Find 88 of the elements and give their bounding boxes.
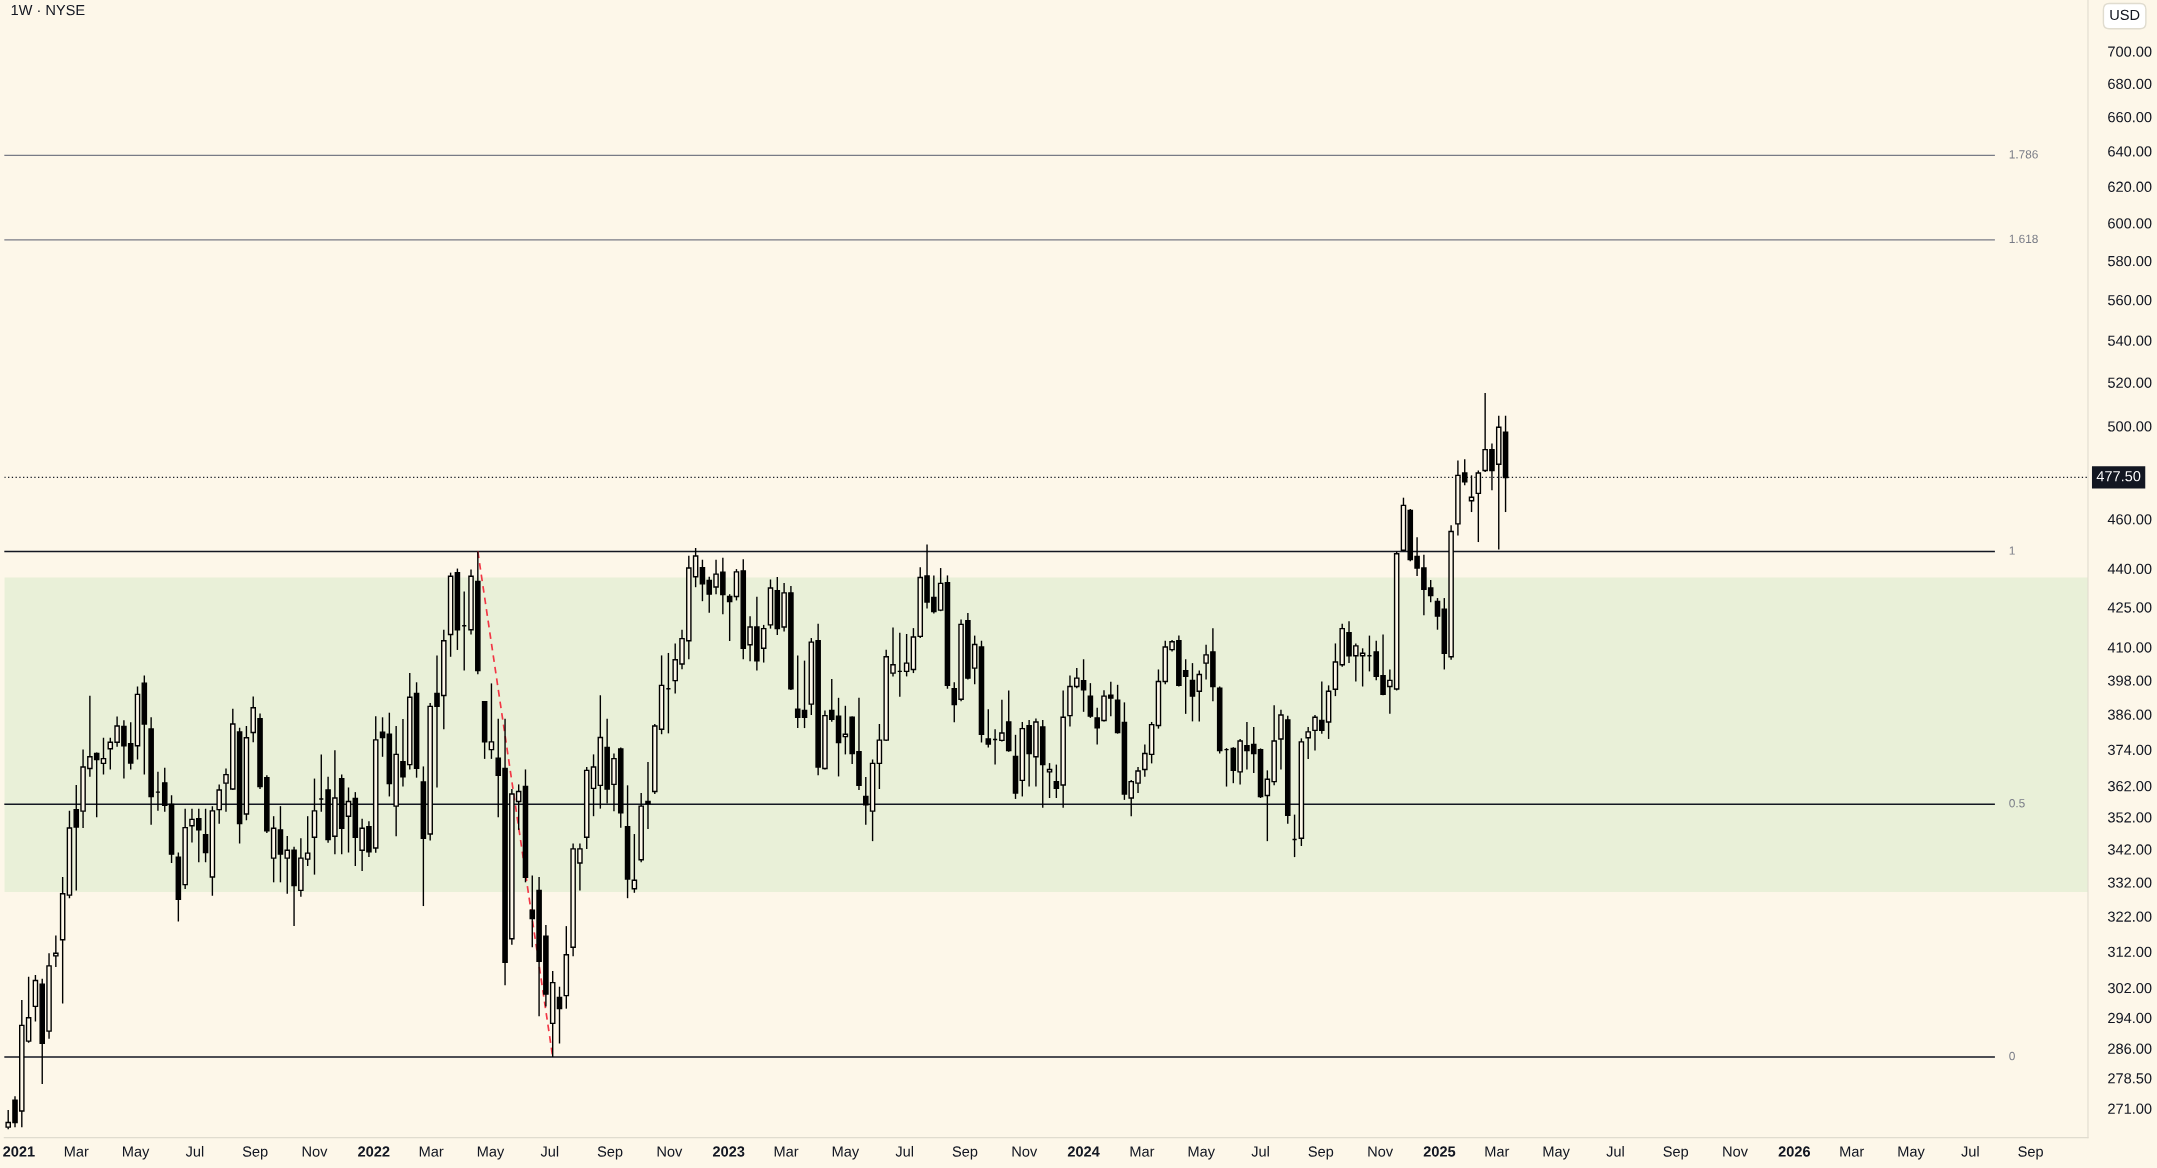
candlestick [53,934,59,968]
x-tick-label: Jul [1961,1145,1979,1157]
x-tick-label: Nov [1723,1146,1748,1157]
x-tick-label: Nov [657,1146,683,1157]
x-tick-label: May [832,1146,860,1160]
y-tick-label: 500.00 [2108,421,2152,432]
candlestick [1434,597,1441,631]
y-tick-label: 410.00 [2107,642,2152,653]
candlestick [726,593,733,642]
candlestick [202,807,209,864]
x-tick-label: Mar [1485,1146,1510,1157]
annotation: 1.618 [2009,234,2038,244]
x-tick-label: Mar [1840,1146,1865,1157]
x-tick-label: 2026 [1778,1146,1811,1157]
x-tick-label: 2021 [3,1146,35,1157]
y-tick-label: 620.00 [2108,181,2152,192]
candlestick [1046,762,1053,799]
y-tick-label: 362.00 [2107,781,2152,792]
y-tick-label: 271.00 [2108,1103,2152,1114]
chart-title: 1W · NYSE [11,4,85,16]
x-tick-label: May [123,1146,150,1160]
candlestick [985,708,992,749]
y-tick-label: 322.00 [2107,911,2152,922]
x-tick-label: Mar [774,1146,799,1157]
candlestick [1475,469,1482,543]
candlestick [216,783,222,825]
y-tick-label: 342.00 [2107,844,2152,855]
candlestick [100,737,107,776]
x-tick-label: 2023 [712,1146,745,1157]
ref-line-label: 477.50 [2096,471,2141,482]
y-tick-label: 440.00 [2107,563,2152,574]
x-tick-label: Sep [1308,1146,1334,1160]
candlestick [1305,726,1311,760]
x-tick-label: Sep [952,1146,978,1160]
y-tick-label: 540.00 [2108,335,2152,346]
x-tick-label: May [1898,1146,1925,1160]
y-tick-label: 460.00 [2107,514,2152,525]
x-tick-label: Sep [2018,1146,2043,1160]
x-tick-label: Jul [540,1145,559,1157]
y-tick-label: 425.00 [2107,602,2152,613]
y-tick-label: 700.00 [2108,46,2152,57]
annotation: 0 [2009,1051,2015,1061]
candlestick [488,682,495,760]
x-tick-label: Nov [302,1146,328,1157]
y-tick-label: 312.00 [2107,946,2152,957]
candlestick [903,633,910,678]
y-tick-label: 680.00 [2108,78,2152,90]
y-tick-label: 660.00 [2108,111,2152,123]
x-tick-label: Sep [1663,1146,1689,1160]
candlestick [379,716,386,758]
x-tick-label: 2024 [1067,1146,1100,1157]
y-tick-label: 302.00 [2107,982,2152,994]
y-tick-label: 286.00 [2108,1043,2152,1054]
candlestick [1087,682,1094,719]
x-tick-label: Jul [1251,1145,1269,1157]
x-tick-label: Nov [1368,1146,1394,1157]
x-tick-label: Sep [597,1146,623,1160]
x-tick-label: May [1188,1146,1215,1160]
x-tick-label: Mar [64,1146,89,1157]
y-tick-label: 278.50 [2108,1073,2152,1084]
y-tick-label: 640.00 [2108,146,2152,157]
annotation: 1.786 [2009,150,2038,159]
y-tick-label: 386.00 [2107,709,2152,720]
y-tick-label: 560.00 [2108,295,2152,306]
x-tick-label: Sep [242,1146,268,1160]
x-tick-label: Mar [1130,1146,1155,1157]
y-tick-label: 332.00 [2107,877,2152,888]
x-tick-label: 2022 [358,1146,390,1157]
x-tick-label: Jul [185,1145,204,1157]
y-tick-label: 580.00 [2108,255,2152,267]
y-tick-label: 520.00 [2108,377,2152,388]
annotation: 0.5 [2009,799,2025,808]
annotation: 1 [2009,546,2015,555]
x-tick-label: Nov [1012,1146,1038,1157]
x-tick-label: May [1543,1146,1570,1160]
x-tick-label: Jul [895,1145,914,1157]
text: USD [2110,9,2140,21]
candlestick [645,761,651,830]
y-tick-label: 294.00 [2108,1012,2152,1024]
candlestick [345,786,352,854]
y-tick-label: 398.00 [2107,675,2152,686]
x-tick-label: May [477,1146,505,1160]
y-tick-label: 600.00 [2108,218,2152,229]
x-tick-label: Mar [419,1146,444,1157]
x-tick-label: 2025 [1423,1146,1456,1157]
x-tick-label: Jul [1606,1145,1624,1157]
y-tick-label: 374.00 [2107,744,2152,756]
y-tick-label: 352.00 [2107,812,2152,823]
